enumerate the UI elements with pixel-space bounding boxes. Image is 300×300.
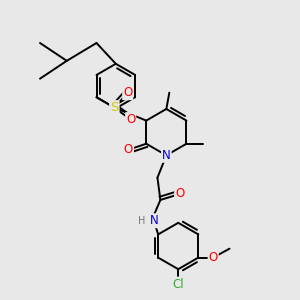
Text: N: N xyxy=(149,214,158,227)
Text: O: O xyxy=(126,113,135,126)
Text: N: N xyxy=(162,149,171,162)
Text: H: H xyxy=(138,216,146,226)
Text: O: O xyxy=(124,143,133,156)
Text: O: O xyxy=(208,251,218,264)
Text: S: S xyxy=(110,101,118,114)
Text: O: O xyxy=(175,188,184,200)
Text: O: O xyxy=(123,86,132,99)
Text: Cl: Cl xyxy=(172,278,184,290)
